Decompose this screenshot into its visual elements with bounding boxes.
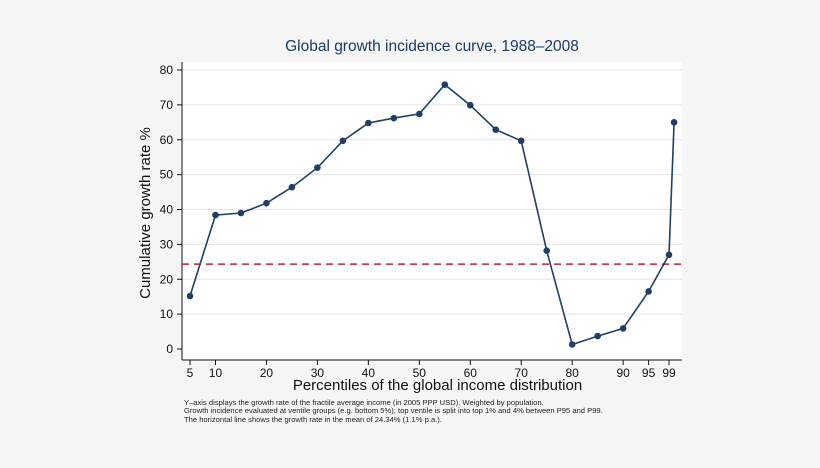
x-tick-label: 70 — [515, 366, 529, 380]
data-point — [568, 341, 576, 348]
data-point — [339, 137, 347, 145]
gridlines — [182, 69, 682, 315]
data-points — [186, 81, 678, 348]
data-point — [212, 211, 219, 219]
data-point — [441, 81, 449, 88]
data-point — [543, 247, 551, 254]
y-tick-label: 40 — [160, 203, 174, 217]
data-point — [492, 126, 500, 133]
data-point — [466, 101, 474, 109]
chart-notes: Y–axis displays the growth rate of the f… — [184, 398, 784, 424]
y-ticks: 0 10 20 30 40 50 60 70 80 — [160, 63, 182, 356]
data-point — [365, 119, 372, 127]
x-tick-label: 80 — [566, 366, 580, 380]
x-tick-label: 30 — [311, 366, 325, 380]
chart-title: Global growth incidence curve, 1988–2008 — [285, 38, 579, 55]
data-point — [390, 114, 398, 122]
y-tick-label: 30 — [160, 237, 174, 251]
data-point — [288, 183, 296, 191]
data-point — [263, 199, 270, 207]
x-tick-label: 90 — [616, 366, 630, 380]
data-point — [517, 137, 525, 145]
note-line: The horizontal line shows the growth rat… — [184, 414, 442, 424]
data-point — [416, 110, 423, 118]
data-point — [670, 119, 678, 126]
y-tick-label: 0 — [166, 342, 173, 356]
x-tick-label: 50 — [413, 366, 427, 380]
data-point — [594, 332, 601, 340]
x-tick-label: 5 — [187, 366, 194, 380]
y-tick-label: 10 — [160, 307, 174, 321]
y-tick-label: 60 — [160, 133, 174, 147]
x-tick-label: 95 — [642, 366, 656, 380]
y-tick-label: 50 — [160, 168, 174, 182]
data-point — [314, 164, 321, 171]
y-axis-label: Cumulative growth rate % — [137, 127, 154, 299]
x-axis-label: Percentiles of the global income distrib… — [293, 377, 582, 394]
x-tick-label: 40 — [362, 366, 376, 380]
note-line: Growth incidence evaluated at ventile gr… — [184, 406, 603, 416]
plot-area — [182, 62, 682, 360]
note-line: Y–axis displays the growth rate of the f… — [184, 398, 544, 407]
data-point — [619, 325, 627, 332]
data-point — [186, 292, 194, 300]
x-ticks: 5 10 20 30 40 50 60 70 80 90 95 99 — [187, 360, 676, 380]
data-point — [665, 251, 673, 259]
x-tick-label: 10 — [209, 366, 223, 380]
y-tick-label: 20 — [160, 272, 174, 286]
x-tick-label: 20 — [260, 366, 274, 380]
x-tick-label: 99 — [662, 366, 676, 380]
data-point — [645, 288, 652, 295]
data-point — [237, 209, 245, 217]
y-tick-label: 70 — [160, 98, 174, 112]
x-tick-label: 60 — [464, 366, 478, 380]
y-tick-label: 80 — [160, 63, 174, 77]
